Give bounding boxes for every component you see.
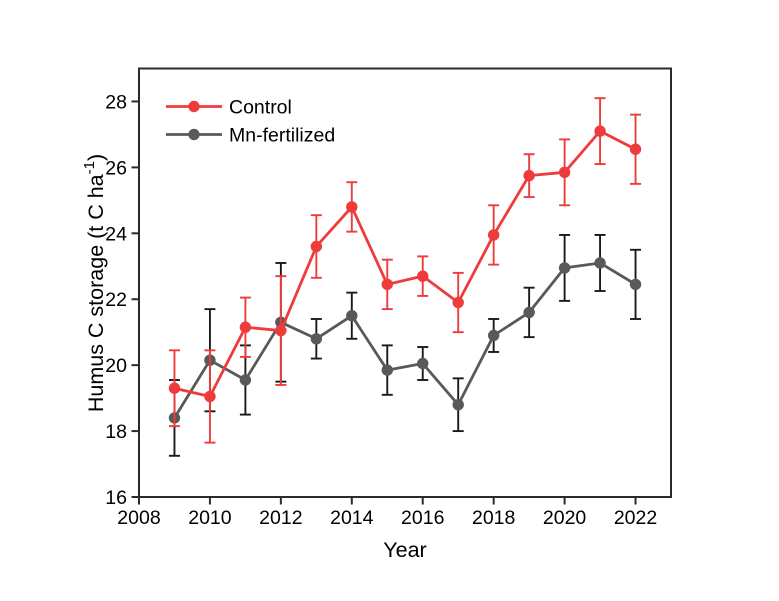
data-point-control: [168, 382, 181, 394]
data-point-mn-fertilized: [381, 364, 393, 376]
legend-label-mn-fertilized: Mn-fertilized: [229, 125, 335, 147]
data-point-control: [239, 321, 252, 333]
x-tick-label: 2016: [401, 507, 444, 529]
y-tick-label: 26: [105, 157, 127, 179]
data-point-control: [629, 143, 642, 155]
x-tick-label: 2022: [614, 507, 657, 529]
x-axis-ticks: 2008 2010 2012 2014 2016 2018 2020 2022: [117, 497, 657, 529]
data-point-mn-fertilized: [594, 257, 606, 269]
y-tick-label: 22: [105, 289, 127, 311]
y-tick-label: 28: [105, 91, 127, 113]
data-point-control: [417, 270, 429, 282]
legend-swatch-marker-mn-fertilized: [188, 128, 200, 141]
data-point-mn-fertilized: [346, 310, 358, 322]
x-tick-label: 2014: [330, 507, 374, 529]
legend: Control Mn-fertilized: [166, 97, 335, 147]
x-tick-label: 2008: [117, 507, 160, 529]
plot-frame: [138, 67, 672, 498]
x-tick-label: 2012: [259, 507, 302, 529]
y-tick-label: 18: [105, 421, 127, 443]
data-point-mn-fertilized: [558, 262, 571, 274]
legend-swatch-marker-control: [188, 100, 200, 113]
plot-area: 2008 2010 2012 2014 2016 2018 2020 202216182022…: [105, 91, 657, 529]
y-tick-label: 16: [105, 487, 127, 509]
x-tick-label: 2020: [543, 507, 587, 529]
data-point-control: [310, 240, 323, 253]
data-point-control: [558, 166, 571, 179]
data-point-mn-fertilized: [239, 374, 252, 386]
legend-label-control: Control: [229, 97, 292, 119]
y-tick-label: 24: [105, 223, 127, 245]
data-point-control: [523, 169, 535, 182]
data-point-mn-fertilized: [310, 333, 323, 345]
x-tick-label: 2010: [188, 507, 232, 529]
data-point-control: [381, 278, 393, 291]
series-control: [168, 97, 642, 444]
data-point-mn-fertilized: [523, 306, 535, 319]
data-point-control: [204, 390, 216, 403]
data-point-mn-fertilized: [487, 329, 500, 342]
data-point-control: [594, 125, 606, 137]
data-point-control: [452, 296, 464, 309]
data-point-control: [275, 324, 287, 337]
x-tick-label: 2018: [472, 507, 515, 529]
y-axis-ticks: 16 18 20 22 24 26 28: [105, 91, 139, 509]
data-point-mn-fertilized: [629, 278, 642, 291]
x-axis-title: Year: [383, 538, 426, 562]
data-point-mn-fertilized: [417, 357, 429, 370]
series-mn-fertilized: [168, 234, 642, 457]
y-tick-label: 20: [105, 355, 127, 377]
y-axis-title: Humus C storage (t C ha-1): [81, 154, 108, 412]
data-point-control: [346, 201, 358, 213]
data-point-mn-fertilized: [452, 399, 464, 411]
data-point-control: [487, 229, 500, 241]
